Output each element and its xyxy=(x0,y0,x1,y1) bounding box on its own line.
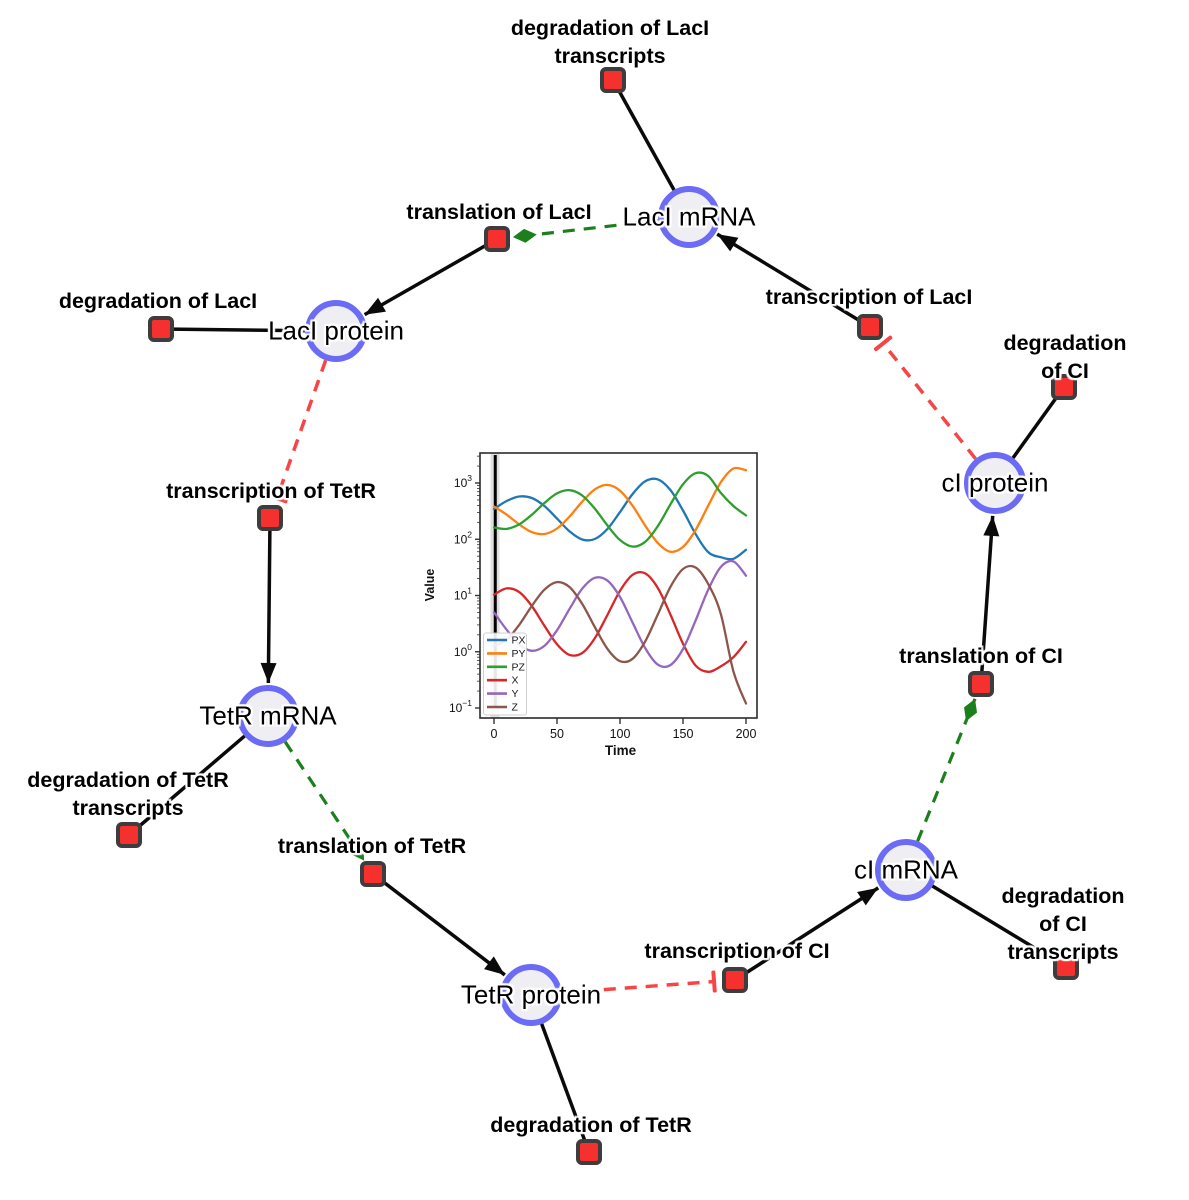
series-line-PY xyxy=(492,466,748,553)
reaction-label-degradation-of-ci: degradation of CI xyxy=(1003,331,1127,383)
y-axis-label: Value xyxy=(423,569,437,602)
reaction-node-transcription-of-tetr[interactable] xyxy=(257,505,283,531)
series-line-X xyxy=(492,570,748,673)
species-label-laci-mrna: LacI mRNA xyxy=(622,201,756,232)
reaction-node-transcription-of-ci[interactable] xyxy=(722,967,748,993)
reaction-node-translation-of-laci[interactable] xyxy=(484,226,510,252)
x-tick-label: 50 xyxy=(550,727,564,741)
species-node-tetr-protein[interactable] xyxy=(500,964,562,1026)
y-tick-label: 101 xyxy=(454,586,472,603)
legend-label-PY: PY xyxy=(512,648,526,660)
reaction-node-degradation-of-tetr[interactable] xyxy=(576,1139,602,1165)
x-tick-label: 150 xyxy=(673,727,694,741)
y-tick-label: 103 xyxy=(454,473,472,490)
y-tick-label: 102 xyxy=(454,529,472,546)
chart-frame xyxy=(479,452,758,719)
edge-production-translation-of-ci-to-ci-protein xyxy=(979,515,1000,685)
reaction-label-translation-of-laci: translation of LacI xyxy=(406,200,592,224)
reaction-node-degradation-of-tetr-transcripts[interactable] xyxy=(116,822,142,848)
species-label-tetr-protein: TetR protein xyxy=(460,979,602,1010)
edge-production-transcription-of-laci-to-laci-mrna xyxy=(716,232,871,329)
species-node-ci-protein[interactable] xyxy=(964,452,1026,514)
reaction-node-degradation-of-laci[interactable] xyxy=(148,316,174,342)
legend-label-Y: Y xyxy=(512,688,519,700)
edge-inhibition-tetr-protein-to-transcription-of-ci xyxy=(561,970,717,995)
reaction-label-degradation-of-ci-transcripts: degradation of CI transcripts xyxy=(1001,884,1125,964)
species-label-ci-protein: cI protein xyxy=(941,467,1049,498)
reaction-node-transcription-of-laci[interactable] xyxy=(857,314,883,340)
species-node-laci-protein[interactable] xyxy=(305,300,367,362)
reaction-label-transcription-of-ci: transcription of CI xyxy=(644,939,830,963)
species-label-laci-protein: LacI protein xyxy=(268,315,404,346)
reaction-label-translation-of-tetr: translation of TetR xyxy=(277,834,467,858)
edge-modifier-tetr-mrna-to-translation-of-tetr xyxy=(283,740,366,862)
reaction-node-degradation-of-laci-transcripts[interactable] xyxy=(600,67,626,93)
reaction-label-degradation-of-laci: degradation of LacI xyxy=(58,289,258,313)
edge-production-translation-of-tetr-to-tetr-protein xyxy=(371,872,506,977)
reaction-label-transcription-of-laci: transcription of LacI xyxy=(765,285,973,309)
series-line-Z xyxy=(492,564,748,705)
species-label-tetr-mrna: TetR mRNA xyxy=(199,700,337,731)
reaction-label-degradation-of-tetr: degradation of TetR xyxy=(490,1113,692,1137)
x-tick-label: 0 xyxy=(491,727,498,741)
reaction-label-transcription-of-tetr: transcription of TetR xyxy=(166,479,376,503)
x-tick-label: 200 xyxy=(736,727,757,741)
reaction-node-translation-of-ci[interactable] xyxy=(968,671,994,697)
reaction-node-degradation-of-ci[interactable] xyxy=(1051,374,1077,400)
edge-modifier-laci-mrna-to-translation-of-laci xyxy=(512,218,659,243)
reaction-label-degradation-of-laci-transcripts: degradation of LacI transcripts xyxy=(510,16,710,68)
species-node-ci-mrna[interactable] xyxy=(875,839,937,901)
reaction-node-translation-of-tetr[interactable] xyxy=(360,861,386,887)
series-line-PZ xyxy=(492,471,748,548)
species-label-ci-mrna: cI mRNA xyxy=(854,854,958,885)
x-tick-label: 100 xyxy=(610,727,631,741)
series-line-PX xyxy=(492,477,748,561)
edge-inhibition-ci-protein-to-transcription-of-laci xyxy=(873,335,977,460)
inset-chart: 10−1 100 101 102 103 0 50 100 150 200 Time Value PX P… xyxy=(420,440,772,765)
x-axis-label: Time xyxy=(605,743,637,758)
legend-label-X: X xyxy=(512,675,519,687)
edge-consumption-ci-mrna-to-degradation-of-ci-transcripts xyxy=(905,868,1067,969)
legend-label-PX: PX xyxy=(512,635,526,647)
species-node-laci-mrna[interactable] xyxy=(658,186,720,248)
reaction-label-translation-of-ci: translation of CI xyxy=(899,644,1063,668)
species-node-tetr-mrna[interactable] xyxy=(237,685,299,747)
reaction-label-degradation-of-tetr-transcripts: degradation of TetR transcripts xyxy=(27,768,229,820)
legend-label-PZ: PZ xyxy=(512,661,526,673)
edge-production-transcription-of-tetr-to-tetr-mrna xyxy=(260,517,277,684)
y-tick-label: 10−1 xyxy=(449,698,472,715)
edge-production-translation-of-laci-to-laci-protein xyxy=(363,237,498,317)
edge-production-transcription-of-ci-to-ci-mrna xyxy=(734,886,880,982)
edge-inhibition-laci-protein-to-transcription-of-tetr xyxy=(266,359,328,504)
edge-modifier-ci-mrna-to-translation-of-ci xyxy=(916,698,978,842)
reaction-node-degradation-of-ci-transcripts[interactable] xyxy=(1053,954,1079,980)
series-line-Y xyxy=(492,559,748,669)
y-tick-label: 100 xyxy=(454,642,472,659)
legend-label-Z: Z xyxy=(512,702,519,714)
